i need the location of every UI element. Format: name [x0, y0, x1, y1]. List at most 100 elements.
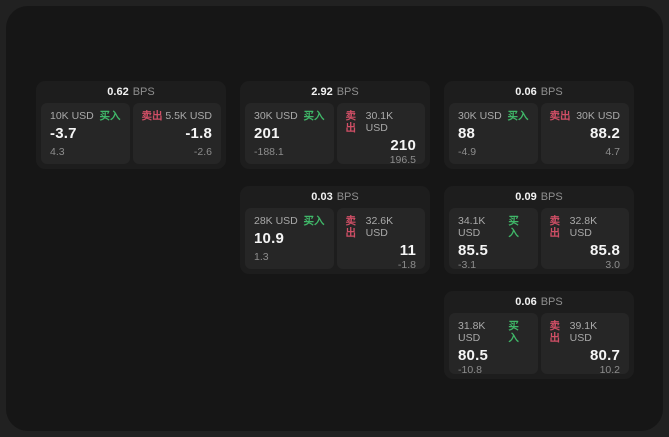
- bps-value: 0.06: [515, 86, 537, 98]
- sell-amount: 30.1K USD: [365, 110, 394, 134]
- quote-card: 0.62 BPS 10K USD 买入 -3.7 4.3 卖出 5.5K USD -1.8 -2.…: [36, 81, 226, 169]
- sell-amount: 32.6K USD: [365, 215, 394, 239]
- buy-sell-panels: 34.1K USD 买入 85.5 -3.1 卖出 32.8K USD 85.8 3.0: [449, 208, 629, 271]
- sell-sub-value: 3.0: [605, 259, 620, 271]
- bps-unit-label: BPS: [540, 296, 563, 308]
- sell-sub-value: 4.7: [605, 146, 620, 158]
- buy-panel-header: 31.8K USD 买入: [458, 320, 529, 344]
- buy-panel[interactable]: 34.1K USD 买入 85.5 -3.1: [449, 208, 538, 271]
- sell-panel-header: 卖出 30.1K USD: [346, 110, 417, 134]
- buy-sub-value: -4.9: [458, 146, 477, 158]
- buy-side-label: 买入: [508, 320, 519, 344]
- buy-sell-panels: 31.8K USD 买入 80.5 -10.8 卖出 39.1K USD 80.7 10.2: [449, 313, 629, 376]
- bps-header: 0.03 BPS: [245, 186, 425, 208]
- sell-sub-value: 10.2: [599, 364, 620, 376]
- sell-panel-header: 卖出 30K USD: [550, 110, 621, 122]
- sell-panel[interactable]: 卖出 32.6K USD 11 -1.8: [336, 208, 425, 271]
- sell-panel[interactable]: 卖出 39.1K USD 80.7 10.2: [540, 313, 629, 376]
- buy-sub-value: -10.8: [458, 364, 482, 376]
- sell-panel-header: 卖出 32.8K USD: [550, 215, 621, 239]
- buy-sub-value: -188.1: [254, 146, 284, 158]
- bps-header: 0.09 BPS: [449, 186, 629, 208]
- sell-panel[interactable]: 卖出 32.8K USD 85.8 3.0: [540, 208, 629, 271]
- sell-sub-value: 196.5: [389, 154, 416, 166]
- buy-panel-header: 28K USD 买入: [254, 215, 325, 227]
- sell-value: -1.8: [185, 125, 212, 142]
- buy-panel[interactable]: 10K USD 买入 -3.7 4.3: [41, 103, 130, 164]
- bps-value: 0.06: [515, 296, 537, 308]
- sell-panel[interactable]: 卖出 30K USD 88.2 4.7: [540, 103, 629, 164]
- buy-panel-header: 30K USD 买入: [254, 110, 325, 122]
- sell-amount: 32.8K USD: [569, 215, 598, 239]
- sell-panel-header: 卖出 39.1K USD: [550, 320, 621, 344]
- sell-value: 88.2: [590, 125, 620, 142]
- quote-card: 0.03 BPS 28K USD 买入 10.9 1.3 卖出 32.6K USD 11 -1.8: [240, 186, 430, 274]
- buy-panel[interactable]: 30K USD 买入 88 -4.9: [449, 103, 538, 164]
- buy-value: 85.5: [458, 242, 488, 259]
- quote-grid: 0.62 BPS 10K USD 买入 -3.7 4.3 卖出 5.5K USD -1.8 -2.…: [36, 81, 634, 379]
- bps-value: 0.62: [107, 86, 129, 98]
- sell-value: 210: [390, 137, 416, 154]
- buy-sell-panels: 28K USD 买入 10.9 1.3 卖出 32.6K USD 11 -1.8: [245, 208, 425, 271]
- sell-value: 80.7: [590, 347, 620, 364]
- bps-unit-label: BPS: [540, 191, 563, 203]
- quote-card: 0.09 BPS 34.1K USD 买入 85.5 -3.1 卖出 32.8K USD 85.…: [444, 186, 634, 274]
- buy-side-label: 买入: [507, 110, 529, 122]
- bps-unit-label: BPS: [540, 86, 563, 98]
- buy-panel-header: 30K USD 买入: [458, 110, 529, 122]
- sell-panel[interactable]: 卖出 30.1K USD 210 196.5: [336, 103, 425, 166]
- buy-value: 10.9: [254, 230, 284, 247]
- buy-panel-header: 10K USD 买入: [50, 110, 121, 122]
- buy-side-label: 买入: [303, 110, 325, 122]
- sell-amount: 5.5K USD: [165, 110, 212, 122]
- buy-sell-panels: 10K USD 买入 -3.7 4.3 卖出 5.5K USD -1.8 -2.6: [41, 103, 221, 164]
- sell-sub-value: -2.6: [193, 146, 212, 158]
- sell-side-label: 卖出: [141, 110, 163, 122]
- buy-side-label: 买入: [303, 215, 325, 227]
- bps-header: 0.06 BPS: [449, 81, 629, 103]
- buy-sub-value: 4.3: [50, 146, 65, 158]
- sell-side-label: 卖出: [345, 215, 357, 239]
- sell-side-label: 卖出: [345, 110, 357, 134]
- sell-panel[interactable]: 卖出 5.5K USD -1.8 -2.6: [132, 103, 221, 164]
- bps-value: 0.03: [311, 191, 333, 203]
- buy-sell-panels: 30K USD 买入 88 -4.9 卖出 30K USD 88.2 4.7: [449, 103, 629, 164]
- sell-sub-value: -1.8: [397, 259, 416, 271]
- sell-panel-header: 卖出 5.5K USD: [142, 110, 213, 122]
- buy-panel[interactable]: 30K USD 买入 201 -188.1: [245, 103, 334, 164]
- app-window: 0.62 BPS 10K USD 买入 -3.7 4.3 卖出 5.5K USD -1.8 -2.…: [6, 6, 663, 431]
- buy-value: 80.5: [458, 347, 488, 364]
- sell-amount: 30K USD: [576, 110, 620, 122]
- bps-header: 2.92 BPS: [245, 81, 425, 103]
- buy-amount: 34.1K USD: [458, 215, 486, 239]
- bps-value: 2.92: [311, 86, 333, 98]
- quote-card: 2.92 BPS 30K USD 买入 201 -188.1 卖出 30.1K USD 210 1…: [240, 81, 430, 169]
- buy-sub-value: -3.1: [458, 259, 477, 271]
- buy-panel[interactable]: 31.8K USD 买入 80.5 -10.8: [449, 313, 538, 376]
- buy-value: 201: [254, 125, 280, 142]
- buy-value: 88: [458, 125, 476, 142]
- buy-side-label: 买入: [508, 215, 519, 239]
- buy-amount: 30K USD: [458, 110, 502, 122]
- buy-panel-header: 34.1K USD 买入: [458, 215, 529, 239]
- bps-unit-label: BPS: [336, 191, 359, 203]
- buy-amount: 30K USD: [254, 110, 298, 122]
- buy-sub-value: 1.3: [254, 251, 269, 263]
- buy-amount: 28K USD: [254, 215, 298, 227]
- sell-side-label: 卖出: [549, 320, 561, 344]
- buy-panel[interactable]: 28K USD 买入 10.9 1.3: [245, 208, 334, 269]
- bps-value: 0.09: [515, 191, 537, 203]
- buy-side-label: 买入: [99, 110, 121, 122]
- sell-side-label: 卖出: [549, 110, 571, 122]
- sell-side-label: 卖出: [549, 215, 561, 239]
- bps-unit-label: BPS: [336, 86, 359, 98]
- sell-amount: 39.1K USD: [569, 320, 598, 344]
- bps-unit-label: BPS: [132, 86, 155, 98]
- quote-card: 0.06 BPS 31.8K USD 买入 80.5 -10.8 卖出 39.1K USD 80…: [444, 291, 634, 379]
- sell-value: 11: [399, 242, 416, 259]
- bps-header: 0.62 BPS: [41, 81, 221, 103]
- buy-sell-panels: 30K USD 买入 201 -188.1 卖出 30.1K USD 210 196.5: [245, 103, 425, 166]
- buy-amount: 10K USD: [50, 110, 94, 122]
- quote-card: 0.06 BPS 30K USD 买入 88 -4.9 卖出 30K USD 88.2 4.7: [444, 81, 634, 169]
- buy-amount: 31.8K USD: [458, 320, 486, 344]
